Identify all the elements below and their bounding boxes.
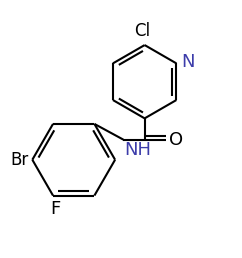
Text: Cl: Cl xyxy=(134,22,150,40)
Text: N: N xyxy=(182,53,195,71)
Text: O: O xyxy=(169,131,184,149)
Text: Br: Br xyxy=(11,151,29,169)
Text: F: F xyxy=(50,200,60,218)
Text: NH: NH xyxy=(125,141,151,159)
